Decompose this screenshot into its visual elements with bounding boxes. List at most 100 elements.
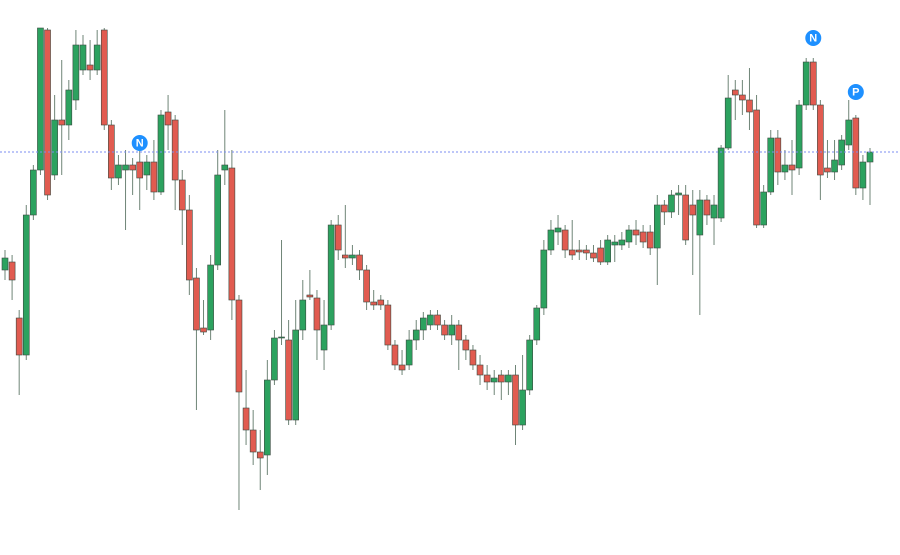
candle-body bbox=[228, 167, 236, 301]
candle-body bbox=[703, 199, 711, 216]
candle-body bbox=[866, 151, 874, 163]
candle-body bbox=[576, 249, 583, 253]
candle-body bbox=[278, 336, 285, 339]
signal-marker bbox=[847, 84, 864, 100]
candle-body bbox=[327, 224, 335, 326]
candle-body bbox=[313, 297, 321, 331]
candle-body bbox=[788, 164, 796, 171]
candle-body bbox=[540, 249, 548, 309]
candle-body bbox=[356, 254, 363, 271]
candle-body bbox=[171, 119, 179, 181]
candle-body bbox=[774, 137, 782, 173]
candle-body bbox=[370, 301, 377, 306]
candle-body bbox=[143, 161, 151, 176]
signal-label: P bbox=[852, 87, 859, 99]
candle-body bbox=[100, 29, 108, 126]
candle-body bbox=[129, 164, 136, 171]
candle-body bbox=[668, 194, 675, 213]
candle-body bbox=[299, 299, 307, 331]
candle-body bbox=[93, 44, 101, 71]
candle-body bbox=[242, 407, 250, 431]
candle-body bbox=[8, 261, 16, 281]
candle-body bbox=[306, 294, 314, 298]
candle-body bbox=[696, 199, 704, 236]
candle-body bbox=[150, 161, 158, 193]
candle-body bbox=[412, 329, 420, 341]
candle-body bbox=[512, 374, 519, 426]
candle-body bbox=[653, 204, 661, 249]
candle-body bbox=[767, 137, 775, 193]
candle-body bbox=[405, 339, 413, 366]
candle-body bbox=[271, 337, 278, 381]
candle-body bbox=[859, 161, 867, 189]
candle-body bbox=[618, 239, 626, 246]
candle-body bbox=[249, 429, 257, 453]
candle-body bbox=[802, 61, 810, 106]
candle-body bbox=[37, 27, 44, 171]
candle-body bbox=[420, 317, 427, 331]
candle-body bbox=[469, 349, 477, 366]
candle-body bbox=[590, 252, 597, 259]
candle-body bbox=[256, 451, 264, 459]
candle-body bbox=[342, 254, 349, 259]
candle-body bbox=[583, 249, 590, 254]
candle-body bbox=[51, 119, 58, 176]
candle-body bbox=[448, 324, 455, 336]
candle-body bbox=[200, 327, 207, 333]
candle-body bbox=[597, 247, 604, 263]
candle-body bbox=[30, 169, 37, 216]
candle-body bbox=[483, 374, 491, 383]
candle-body bbox=[441, 324, 448, 336]
candle-body bbox=[682, 194, 689, 241]
candle-body bbox=[79, 44, 87, 71]
candle-body bbox=[22, 214, 30, 356]
candle-body bbox=[391, 344, 399, 366]
candle-body bbox=[178, 179, 186, 211]
candle-body bbox=[122, 164, 129, 171]
candle-body bbox=[207, 264, 214, 331]
candle-body bbox=[561, 229, 569, 251]
candle-body bbox=[547, 229, 555, 251]
candle-body bbox=[625, 229, 633, 243]
candle-body bbox=[157, 114, 165, 193]
candle-body bbox=[455, 324, 463, 341]
candle-body bbox=[852, 117, 860, 189]
candle-body bbox=[292, 329, 299, 421]
candle-body bbox=[58, 119, 66, 126]
candle-body bbox=[505, 374, 512, 383]
candle-body bbox=[434, 314, 441, 326]
candle-body bbox=[739, 94, 746, 101]
candle-body bbox=[490, 377, 498, 383]
candle-body bbox=[717, 147, 725, 219]
candle-body bbox=[186, 209, 193, 281]
candle-body bbox=[221, 164, 229, 171]
candle-body bbox=[214, 174, 222, 266]
candle-body bbox=[377, 299, 385, 306]
candle-body bbox=[1, 257, 9, 271]
candle-body bbox=[753, 109, 760, 226]
candle-body bbox=[384, 304, 392, 346]
candle-body bbox=[65, 89, 73, 126]
candle-body bbox=[115, 164, 122, 179]
candle-body bbox=[15, 317, 23, 356]
candle-body bbox=[554, 227, 562, 233]
candle-body bbox=[611, 241, 619, 246]
candle-body bbox=[646, 231, 654, 249]
candle-body bbox=[809, 61, 817, 106]
candle-body bbox=[526, 339, 533, 391]
candle-body bbox=[235, 299, 243, 393]
candle-body bbox=[533, 307, 541, 341]
candle-body bbox=[72, 44, 80, 101]
candle-body bbox=[363, 269, 370, 303]
candle-body bbox=[498, 374, 505, 383]
candle-body bbox=[795, 104, 803, 169]
candle-body bbox=[604, 239, 611, 263]
candle-body bbox=[136, 161, 144, 179]
candle-body bbox=[320, 324, 328, 351]
candle-body bbox=[568, 249, 576, 256]
candle-body bbox=[760, 191, 767, 226]
candle-body bbox=[831, 159, 838, 173]
candle-body bbox=[710, 204, 718, 219]
